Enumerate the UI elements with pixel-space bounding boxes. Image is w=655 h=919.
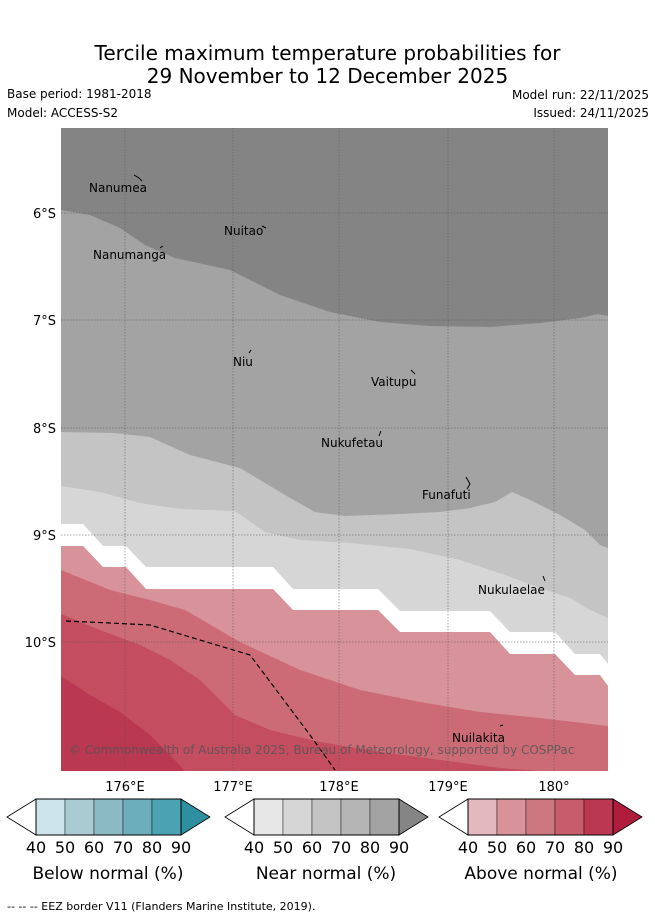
above-cbar-high-end — [612, 798, 643, 836]
above-cbar-seg-70-80 — [554, 798, 585, 836]
lat-label-6s: 6°S — [33, 207, 56, 222]
island-shapes — [133, 174, 546, 727]
above-cbar-seg-60-70 — [525, 798, 556, 836]
above-tick-70: 70 — [545, 838, 565, 857]
issued-date: Issued: 24/11/2025 — [533, 106, 649, 120]
above-cbar-seg-80-90 — [583, 798, 614, 836]
below-normal-colorbar-label: Below normal (%) — [32, 864, 184, 884]
near-cbar-seg-60-70 — [311, 798, 342, 836]
lon-label-179e: 179°E — [428, 780, 468, 795]
below-cbar-outline — [35, 798, 182, 836]
above-tick-60: 60 — [516, 838, 536, 857]
near-tick-40: 40 — [244, 838, 264, 857]
model-run-date: Model run: 22/11/2025 — [511, 88, 649, 102]
near-cbar-seg-40-50 — [253, 798, 284, 836]
place-label-niu: Niu — [233, 355, 253, 369]
lat-label-9s: 9°S — [33, 529, 56, 544]
eez-legend-footer: -- -- -- EEZ border V11 (Flanders Marine… — [7, 900, 316, 913]
above-normal-70-80-zone — [61, 614, 540, 771]
near-tick-70: 70 — [331, 838, 351, 857]
below-tick-40: 40 — [26, 838, 46, 857]
below-cbar-seg-40-50 — [35, 798, 66, 836]
above-normal-colorbar-label: Above normal (%) — [464, 864, 618, 884]
near-cbar-high-end — [398, 798, 429, 836]
lat-label-8s: 8°S — [33, 422, 56, 437]
near-cbar-seg-70-80 — [340, 798, 371, 836]
copyright-notice: © Commonwealth of Australia 2025, Bureau… — [69, 743, 574, 757]
map-title-line2: 29 November to 12 December 2025 — [146, 64, 509, 88]
above-cbar-seg-40-50 — [467, 798, 498, 836]
near-cbar-seg-50-60 — [282, 798, 313, 836]
place-label-nanumanga: Nanumanga — [93, 248, 166, 262]
near-tick-80: 80 — [360, 838, 380, 857]
place-label-nuilakita: Nuilakita — [452, 731, 505, 745]
near-normal-colorbar-label: Near normal (%) — [255, 864, 397, 884]
lon-label-176e: 176°E — [105, 780, 145, 795]
place-label-vaitupu: Vaitupu — [371, 375, 417, 389]
near-cbar-outline — [253, 798, 400, 836]
above-tick-80: 80 — [574, 838, 594, 857]
eez-border-line — [65, 620, 336, 771]
place-label-funafuti: Funafuti — [422, 488, 471, 502]
lon-label-177e: 177°E — [213, 780, 253, 795]
above-cbar-low-end — [438, 798, 469, 836]
above-tick-40: 40 — [458, 838, 478, 857]
below-tick-70: 70 — [113, 838, 133, 857]
below-tick-80: 80 — [142, 838, 162, 857]
above-tick-90: 90 — [603, 838, 623, 857]
above-cbar-seg-50-60 — [496, 798, 527, 836]
near-tick-90: 90 — [389, 838, 409, 857]
near-cbar-seg-80-90 — [369, 798, 400, 836]
lon-label-178e: 178°E — [319, 780, 359, 795]
below-cbar-seg-60-70 — [93, 798, 124, 836]
colorbar-below-normal: 40 50 60 70 80 90 — [6, 798, 211, 857]
lat-label-7s: 7°S — [33, 314, 56, 329]
lon-label-180: 180° — [538, 780, 569, 795]
above-cbar-outline — [467, 798, 614, 836]
place-label-nuitao: Nuitao — [224, 224, 263, 238]
near-tick-60: 60 — [302, 838, 322, 857]
below-tick-60: 60 — [84, 838, 104, 857]
map-title-line1: Tercile maximum temperature probabilitie… — [94, 41, 561, 65]
near-cbar-low-end — [224, 798, 255, 836]
graticule — [61, 128, 608, 771]
above-normal-80-90-zone — [61, 676, 185, 771]
colorbar-above-normal: 40 50 60 70 80 90 — [438, 798, 643, 857]
place-label-nukulaelae: Nukulaelae — [478, 583, 545, 597]
below-cbar-seg-80-90 — [151, 798, 182, 836]
colorbar-near-normal: 40 50 60 70 80 90 — [224, 798, 429, 857]
latitude-labels: 6°S 7°S 8°S 9°S 10°S — [25, 207, 56, 651]
lat-label-10s: 10°S — [25, 636, 56, 651]
place-label-nanumea: Nanumea — [89, 181, 147, 195]
above-tick-50: 50 — [487, 838, 507, 857]
base-period: Base period: 1981-2018 — [7, 87, 152, 101]
below-cbar-seg-70-80 — [122, 798, 153, 836]
below-cbar-seg-50-60 — [64, 798, 95, 836]
model-name: Model: ACCESS-S2 — [7, 106, 119, 120]
near-tick-50: 50 — [273, 838, 293, 857]
below-cbar-high-end — [180, 798, 211, 836]
place-labels: Nanumea Nuitao Nanumanga Niu Vaitupu Nuk… — [89, 181, 545, 745]
place-label-nukufetau: Nukufetau — [321, 436, 383, 450]
map-fill-layers — [61, 128, 608, 771]
longitude-labels: 176°E 177°E 178°E 179°E 180° — [105, 780, 569, 795]
below-tick-50: 50 — [55, 838, 75, 857]
below-cbar-low-end — [6, 798, 37, 836]
below-tick-90: 90 — [171, 838, 191, 857]
